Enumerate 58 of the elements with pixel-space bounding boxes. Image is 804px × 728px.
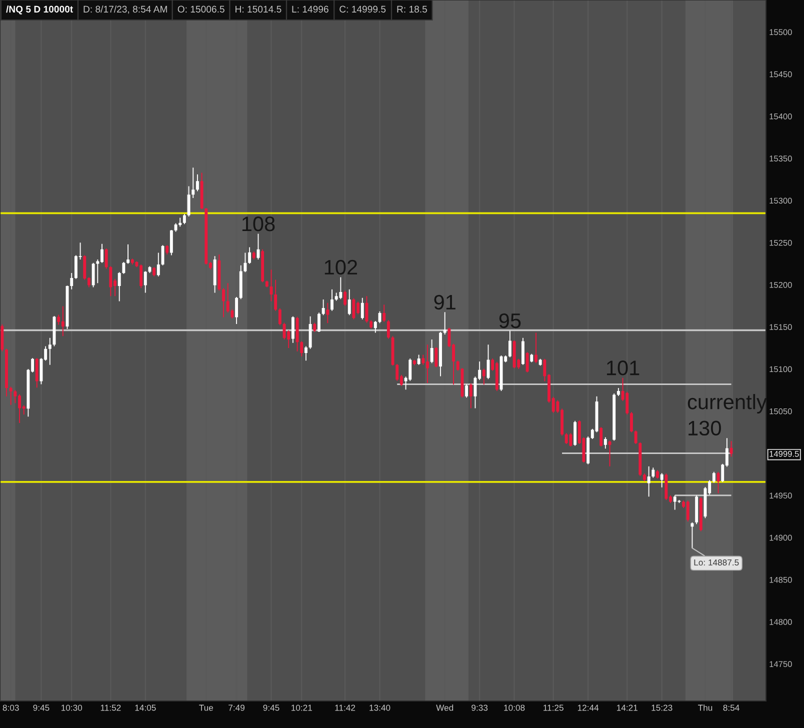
candlestick xyxy=(61,306,64,336)
annotation: O: 15006.5 xyxy=(178,6,224,13)
y-tick-label: 15100 xyxy=(770,366,792,372)
text: D: 8/17/23, 8:54 AM xyxy=(84,6,167,14)
x-tick-label: Wed xyxy=(436,704,454,711)
y-tick-label: 15450 xyxy=(770,71,792,78)
candlestick xyxy=(126,244,130,264)
annotation: L: 14996 xyxy=(292,6,328,13)
x-tick-label: 11:25 xyxy=(544,704,564,711)
candlestick xyxy=(48,338,52,365)
annotation: C: 14999.5 xyxy=(340,6,386,13)
x-tick-label: Tue xyxy=(199,704,214,711)
annotation: R: 18.5 xyxy=(397,6,427,13)
text: Lo: 14887.5 xyxy=(694,559,739,566)
y-tick-label: 15200 xyxy=(770,282,792,288)
y-tick-label: 15400 xyxy=(770,113,792,120)
x-tick-label: 9:33 xyxy=(472,704,488,711)
y-tick-label: 14999.5 xyxy=(770,450,799,457)
x-tick-label: 14:05 xyxy=(135,704,156,711)
y-tick-label: 14850 xyxy=(770,576,792,583)
x-tick-label: 10:08 xyxy=(504,704,525,711)
text: 95 xyxy=(499,313,521,328)
text: 91 xyxy=(434,294,456,310)
x-tick-label: 11:52 xyxy=(100,704,121,711)
x-tick-label: 10:21 xyxy=(292,704,312,711)
text: /NQ 5 D 10000t xyxy=(6,6,73,14)
candlestick xyxy=(534,332,538,364)
annotation: H: 15014.5 xyxy=(236,6,282,13)
x-tick-label: 14:21 xyxy=(617,704,638,711)
x-tick-label: 7:49 xyxy=(228,704,244,711)
x-tick-label: 8:03 xyxy=(2,704,19,711)
text: 101 xyxy=(606,360,640,376)
candlestick xyxy=(192,168,195,198)
x-tick-label: 15:23 xyxy=(652,704,672,711)
x-tick-label: Thu xyxy=(698,704,712,711)
y-tick-label: 15250 xyxy=(770,240,792,246)
y-tick-label: 14800 xyxy=(770,619,792,625)
y-tick-label: 14750 xyxy=(770,661,792,668)
text: currently 130 xyxy=(688,394,767,436)
candlestick xyxy=(443,312,446,334)
text: 102 xyxy=(324,260,358,275)
x-tick-label: 10:30 xyxy=(61,704,82,711)
y-tick-label: 15500 xyxy=(770,29,792,36)
y-tick-label: 14950 xyxy=(770,492,792,499)
y-tick-label: 15300 xyxy=(770,198,792,204)
text: 108 xyxy=(242,216,275,232)
candlestick xyxy=(690,522,694,548)
candlestick xyxy=(9,386,12,405)
x-tick-label: 13:40 xyxy=(370,704,390,711)
y-tick-label: 14900 xyxy=(770,534,792,541)
y-tick-label: 15050 xyxy=(770,408,792,414)
y-tick-label: 15150 xyxy=(770,324,792,330)
x-tick-label: 12:44 xyxy=(578,704,599,711)
x-tick-label: 9:45 xyxy=(33,704,50,711)
x-tick-label: 8:54 xyxy=(723,704,740,711)
x-tick-label: 9:45 xyxy=(263,704,280,711)
y-tick-label: 15350 xyxy=(770,156,792,162)
x-tick-label: 11:42 xyxy=(335,704,356,711)
